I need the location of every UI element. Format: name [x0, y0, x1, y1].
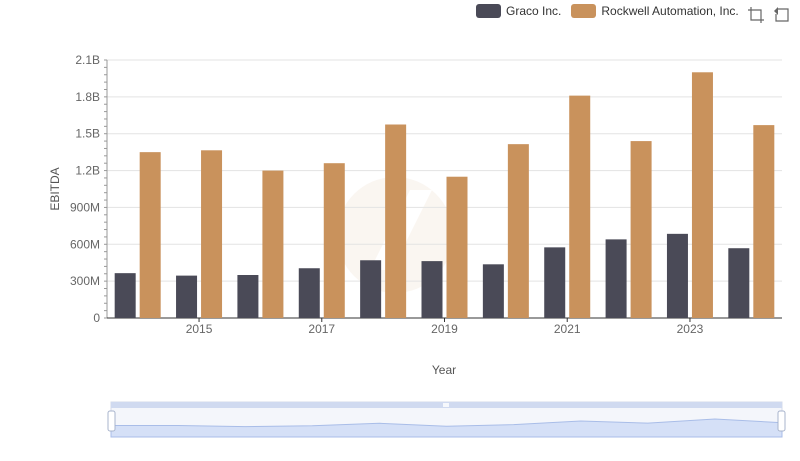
- bar-graco-2023[interactable]: [666, 233, 688, 318]
- bar-rockwell-2018[interactable]: [385, 124, 407, 319]
- bar-graco-2018[interactable]: [360, 260, 382, 318]
- legend-item-rockwell[interactable]: Rockwell Automation, Inc.: [571, 4, 739, 18]
- legend-label-graco: Graco Inc.: [506, 4, 562, 18]
- x-axis: 2015 2017 2019 2021 2023: [107, 317, 782, 336]
- bar-graco-2017[interactable]: [298, 268, 320, 318]
- bar-rockwell-2019[interactable]: [446, 176, 468, 318]
- y-tick-label: 1.8B: [75, 90, 100, 104]
- y-axis-title: EBITDA: [48, 167, 62, 210]
- bar-rockwell-2022[interactable]: [630, 141, 652, 318]
- x-axis-title: Year: [432, 363, 456, 377]
- bar-rockwell-2020[interactable]: [507, 144, 529, 318]
- x-tick-label: 2021: [554, 322, 581, 336]
- bar-graco-2015[interactable]: [176, 275, 198, 318]
- x-tick-label: 2019: [431, 322, 458, 336]
- y-tick-label: 1.2B: [75, 164, 100, 178]
- bar-graco-2016[interactable]: [237, 275, 259, 318]
- datazoom-bar-grip[interactable]: [443, 403, 449, 407]
- legend-swatch-graco: [476, 4, 501, 18]
- y-tick-label: 300M: [70, 274, 100, 288]
- bar-graco-2024[interactable]: [728, 248, 750, 318]
- y-axis: 0 300M 600M 900M 1.2B 1.5B 1.8B 2.1B: [70, 53, 108, 325]
- legend-swatch-rockwell: [571, 4, 597, 18]
- y-tick-label: 600M: [70, 237, 100, 251]
- y-tick-label: 2.1B: [75, 53, 100, 67]
- x-tick-label: 2015: [186, 322, 213, 336]
- bar-rockwell-2021[interactable]: [569, 95, 591, 318]
- legend-label-rockwell: Rockwell Automation, Inc.: [601, 4, 739, 18]
- datazoom-handle-left[interactable]: [107, 410, 116, 432]
- bar-graco-2019[interactable]: [421, 261, 443, 318]
- bar-rockwell-2014[interactable]: [139, 152, 161, 318]
- bar-rockwell-2016[interactable]: [262, 170, 284, 318]
- bar-rockwell-2015[interactable]: [201, 150, 223, 318]
- y-tick-label: 0: [93, 311, 100, 325]
- legend: Graco Inc. Rockwell Automation, Inc.: [476, 4, 749, 18]
- datazoom-preview-area: [110, 418, 783, 438]
- restore-icon[interactable]: [773, 6, 791, 24]
- y-tick-label: 1.5B: [75, 127, 100, 141]
- datazoom-slider[interactable]: [107, 401, 786, 438]
- zoom-select-icon[interactable]: [747, 6, 765, 24]
- y-tick-label: 900M: [70, 200, 100, 214]
- bar-graco-2021[interactable]: [544, 247, 566, 318]
- bar-graco-2014[interactable]: [114, 273, 136, 318]
- datazoom-handle-right[interactable]: [777, 410, 786, 432]
- bar-rockwell-2017[interactable]: [323, 163, 345, 318]
- x-tick-label: 2017: [308, 322, 335, 336]
- bar-graco-2022[interactable]: [605, 239, 627, 318]
- x-tick-label: 2023: [677, 322, 704, 336]
- legend-item-graco[interactable]: Graco Inc.: [476, 4, 561, 18]
- bar-rockwell-2024[interactable]: [753, 125, 775, 318]
- bar-rockwell-2023[interactable]: [691, 72, 713, 319]
- bars[interactable]: [114, 72, 775, 319]
- bar-graco-2020[interactable]: [482, 264, 504, 318]
